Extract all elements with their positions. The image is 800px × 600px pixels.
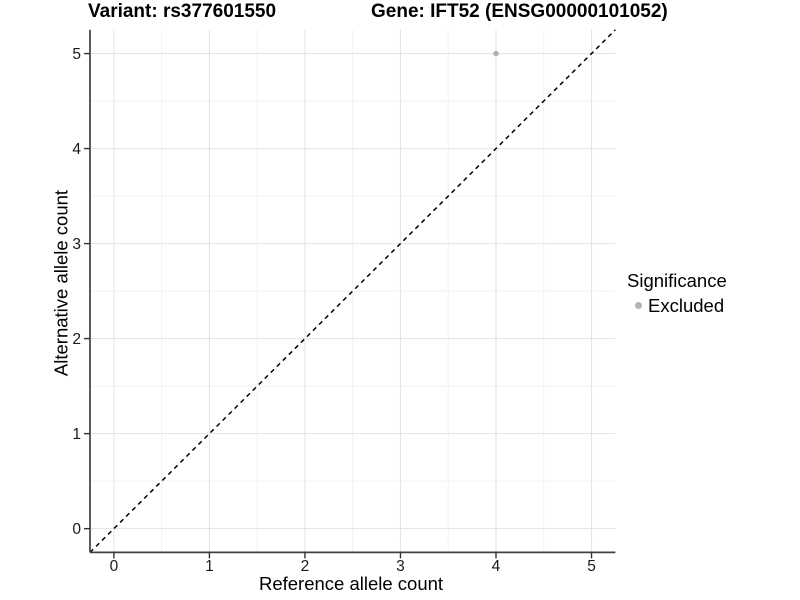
x-tick-label: 1 (205, 558, 214, 575)
x-tick-label: 4 (492, 558, 501, 575)
y-tick-label: 3 (72, 236, 81, 253)
x-tick-label: 0 (110, 558, 119, 575)
legend-point-swatch (635, 302, 642, 310)
y-tick-label: 2 (72, 331, 81, 348)
legend: Significance Excluded (627, 270, 727, 317)
plot-title-gene: Gene: IFT52 (ENSG00000101052) (371, 1, 668, 22)
y-tick-label: 0 (72, 521, 81, 538)
data-point-excluded (493, 50, 499, 57)
x-tick-label: 5 (587, 558, 596, 575)
legend-item-label: Excluded (648, 295, 725, 317)
y-tick-label: 4 (72, 141, 81, 158)
y-tick-label: 1 (72, 426, 81, 443)
x-tick-label: 2 (301, 558, 310, 575)
plot-title-variant: Variant: rs377601550 (88, 1, 277, 22)
x-tick-label: 3 (396, 558, 405, 575)
x-axis-title: Reference allele count (258, 573, 444, 594)
legend-item-excluded: Excluded (635, 295, 727, 316)
y-axis-title: Alternative allele count (50, 189, 72, 377)
y-tick-label: 5 (72, 46, 81, 63)
legend-title: Significance (627, 270, 727, 291)
